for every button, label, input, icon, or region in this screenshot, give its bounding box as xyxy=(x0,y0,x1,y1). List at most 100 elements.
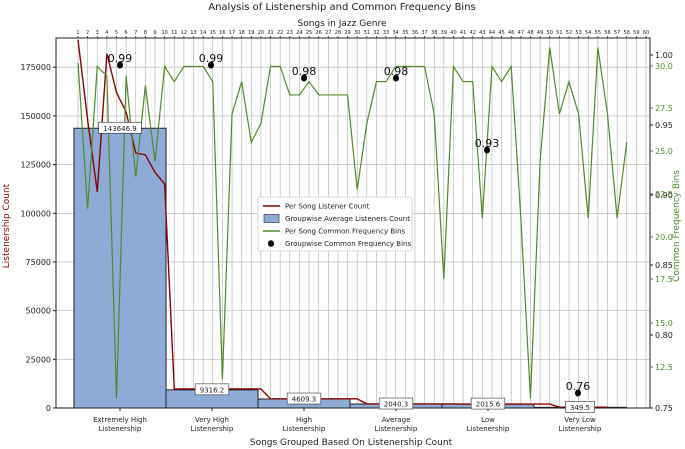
legend: Per Song Listener Count Groupwise Average… xyxy=(257,196,413,252)
groupwise-bin-marker xyxy=(208,61,214,69)
top-tick-label: 54 xyxy=(585,30,591,36)
top-tick-label: 19 xyxy=(248,30,254,36)
category-label: Listenership xyxy=(375,425,418,433)
top-tick-label: 34 xyxy=(393,30,399,36)
top-tick-label: 7 xyxy=(134,30,137,36)
top-tick-label: 53 xyxy=(575,30,581,36)
right-bin-tick-label: 12.5 xyxy=(655,363,673,372)
category-label: Listenership xyxy=(467,425,510,433)
top-tick-label: 48 xyxy=(527,30,533,36)
category-label: Listenership xyxy=(559,425,602,433)
top-tick-label: 44 xyxy=(489,30,495,36)
per-song-bins-line xyxy=(77,47,628,399)
right-bin-tick-label: 25.0 xyxy=(655,147,673,156)
top-tick-label: 40 xyxy=(450,30,456,36)
top-tick-label: 58 xyxy=(624,30,630,36)
bar-value-label: 143646.9 xyxy=(103,125,136,133)
right-axis-label: Common Frequency Bins xyxy=(672,170,682,282)
top-tick-label: 57 xyxy=(614,30,620,36)
top-tick-label: 24 xyxy=(296,30,302,36)
groupwise-bin-marker xyxy=(575,389,581,397)
right-bin-tick-label: 22.5 xyxy=(655,190,673,199)
right-bin-tick-label: 20.0 xyxy=(655,233,673,242)
top-tick-label: 43 xyxy=(479,30,485,36)
groupwise-bin-label: 0.98 xyxy=(384,65,409,78)
category-label: Listenership xyxy=(191,425,234,433)
bar-value-label: 2040.3 xyxy=(384,401,409,409)
top-tick-label: 32 xyxy=(373,30,379,36)
top-tick-label: 26 xyxy=(315,30,321,36)
top-tick-label: 15 xyxy=(210,30,216,36)
top-tick-label: 30 xyxy=(354,30,360,36)
top-tick-label: 37 xyxy=(421,30,427,36)
y-tick-label: 50000 xyxy=(26,307,51,316)
right-tick-label: 0.85 xyxy=(655,261,673,270)
groupwise-bin-marker xyxy=(117,61,123,69)
legend-label: Per Song Common Frequency Bins xyxy=(285,228,406,236)
top-tick-label: 2 xyxy=(86,30,89,36)
axes-frame xyxy=(55,37,651,409)
category-label: Very High xyxy=(195,416,229,424)
category-label: Average xyxy=(382,416,411,424)
right-tick-label: 1.00 xyxy=(655,51,673,60)
top-tick-label: 45 xyxy=(498,30,504,36)
legend-swatch-marker xyxy=(268,240,274,247)
top-tick-label: 21 xyxy=(267,30,273,36)
top-tick-label: 11 xyxy=(171,30,177,36)
legend-label: Per Song Listener Count xyxy=(285,203,370,211)
top-tick-label: 35 xyxy=(402,30,408,36)
top-tick-label: 14 xyxy=(200,30,206,36)
groupwise-bin-marker xyxy=(301,74,307,82)
bar-value-box xyxy=(194,383,230,396)
right-bin-tick-label: 15.0 xyxy=(655,319,673,328)
top-tick-label: 22 xyxy=(277,30,283,36)
top-tick-label: 6 xyxy=(125,30,128,36)
top-tick-label: 8 xyxy=(144,30,147,36)
bar-value-box xyxy=(286,392,322,405)
top-tick-label: 51 xyxy=(556,30,562,36)
y-tick-label: 75000 xyxy=(26,258,51,267)
top-tick-label: 27 xyxy=(325,30,331,36)
bar-value-box xyxy=(470,397,506,410)
top-tick-label: 10 xyxy=(161,30,167,36)
groupwise-bin-label: 0.99 xyxy=(199,52,224,65)
top-tick-label: 9 xyxy=(153,30,156,36)
top-tick-label: 1 xyxy=(76,30,79,36)
top-tick-label: 60 xyxy=(643,30,649,36)
right-tick-label: 0.95 xyxy=(655,121,673,130)
top-tick-label: 31 xyxy=(364,30,370,36)
chart-title: Analysis of Listenership and Common Freq… xyxy=(208,2,476,13)
annotations-layer: 143646.9 9316.2 4609.3 2040.3 2015.6 349.5 0.9… xyxy=(98,52,595,413)
y-tick-label: 175000 xyxy=(20,63,51,72)
top-tick-label: 36 xyxy=(412,30,418,36)
groupwise-bin-marker xyxy=(484,146,490,154)
category-label: Very Low xyxy=(564,416,596,424)
right-tick-label: 0.80 xyxy=(655,331,673,340)
category-label: Low xyxy=(481,416,495,424)
top-tick-label: 50 xyxy=(547,30,553,36)
top-tick-label: 3 xyxy=(96,30,99,36)
legend-box xyxy=(257,196,413,252)
top-tick-label: 4 xyxy=(105,30,108,36)
top-tick-label: 17 xyxy=(229,30,235,36)
y-tick-label: 125000 xyxy=(20,161,51,170)
category-label: Extremely High xyxy=(93,416,147,424)
bar-value-box xyxy=(98,121,142,134)
groupwise-bin-label: 0.76 xyxy=(566,380,591,393)
top-tick-label: 41 xyxy=(460,30,466,36)
y-tick-label: 100000 xyxy=(20,209,51,218)
top-tick-label: 55 xyxy=(595,30,601,36)
top-tick-label: 39 xyxy=(441,30,447,36)
y-tick-label: 150000 xyxy=(20,112,51,121)
lines-layer xyxy=(77,39,628,408)
groupwise-bin-label: 0.93 xyxy=(475,137,500,150)
bar-value-label: 2015.6 xyxy=(476,401,501,409)
bar-value-label: 9316.2 xyxy=(200,386,225,394)
top-tick-label: 38 xyxy=(431,30,437,36)
bar-value-box xyxy=(565,401,595,413)
top-tick-label: 59 xyxy=(633,30,639,36)
top-tick-label: 52 xyxy=(566,30,572,36)
top-tick-label: 47 xyxy=(518,30,524,36)
